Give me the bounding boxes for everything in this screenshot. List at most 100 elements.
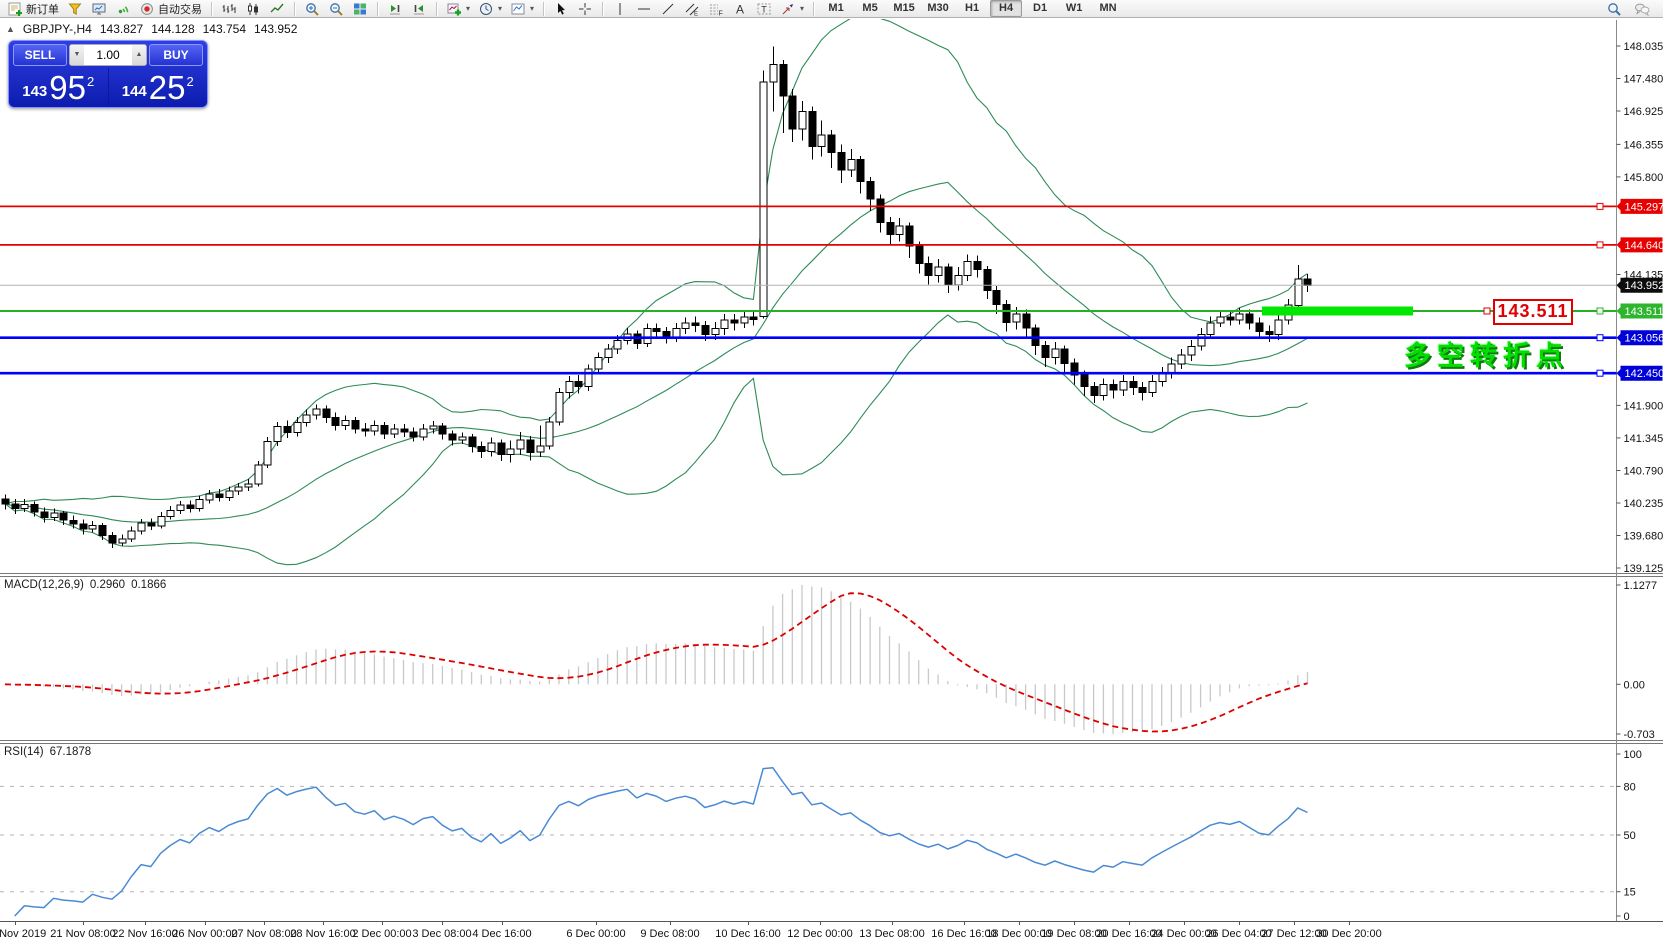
timeframe-h1[interactable]: H1 [965, 2, 980, 14]
chart-shift-button[interactable] [408, 1, 430, 17]
line-handle[interactable] [1596, 369, 1604, 377]
svg-text:139.680: 139.680 [1624, 531, 1663, 543]
svg-text:3 Dec 08:00: 3 Dec 08:00 [412, 928, 471, 940]
svg-text:F: F [719, 10, 723, 17]
shift-icon [411, 1, 427, 17]
svg-text:19 Dec 08:00: 19 Dec 08:00 [1041, 928, 1106, 940]
sell-price-point: 2 [87, 74, 95, 89]
trendline-button[interactable] [657, 1, 679, 17]
new-order-button-label: 新订单 [26, 3, 59, 16]
line-handle[interactable] [1596, 241, 1604, 249]
volume-up-button[interactable]: ▲ [132, 45, 146, 65]
svg-text:30 Dec 20:00: 30 Dec 20:00 [1316, 928, 1381, 940]
data-window-button[interactable] [64, 1, 86, 17]
crosshair-button[interactable] [574, 1, 596, 17]
macd-name: MACD(12,26,9) [4, 579, 84, 591]
callout-anchor-handle[interactable] [1483, 307, 1491, 315]
text-button[interactable]: A [729, 1, 751, 17]
bar-chart-button[interactable] [218, 1, 240, 17]
rsi-value: 67.1878 [49, 746, 92, 758]
toolbar-separator [294, 1, 295, 16]
sell-price[interactable]: 143 95 2 [9, 68, 108, 106]
toolbar-separator [602, 1, 604, 16]
community-button[interactable] [1631, 1, 1653, 17]
tile-windows-button[interactable] [349, 1, 371, 17]
svg-text:147.480: 147.480 [1624, 74, 1663, 86]
cursor-button[interactable] [550, 1, 572, 17]
zoom-in-button[interactable] [301, 1, 323, 17]
zoom-out-button[interactable] [325, 1, 347, 17]
auto-scroll-button[interactable] [384, 1, 406, 17]
search-button[interactable] [1603, 1, 1625, 17]
svg-text:6 Dec 00:00: 6 Dec 00:00 [566, 928, 625, 940]
timeframe-m15[interactable]: M15 [893, 2, 915, 14]
new-order-button[interactable]: 新订单 [4, 1, 62, 17]
svg-text:0.00: 0.00 [1624, 679, 1645, 691]
timeframe-m5[interactable]: M5 [862, 2, 878, 14]
timeframe-h4[interactable]: H4 [990, 0, 1023, 17]
funnel-icon [67, 1, 83, 17]
macd-axis: 1.1277 0.00 -0.703 [1616, 580, 1657, 741]
toolbar-separator [436, 1, 437, 16]
candlestick-chart-button[interactable] [242, 1, 264, 17]
svg-text:9 Dec 08:00: 9 Dec 08:00 [640, 928, 699, 940]
label-button[interactable]: T [753, 1, 775, 17]
templates-button[interactable]: ▾ [507, 1, 537, 17]
horizontal-line-button[interactable] [633, 1, 655, 17]
line-handle[interactable] [1596, 307, 1604, 315]
ohlc-high: 144.128 [151, 22, 195, 36]
buy-button[interactable]: BUY [149, 44, 203, 66]
turning-point-annotation[interactable]: 多空转折点 [1404, 341, 1569, 371]
chevron-down-icon: ▾ [466, 4, 471, 13]
horizontal-line-objects[interactable] [0, 202, 1617, 377]
volume-down-button[interactable]: ▼ [70, 45, 84, 65]
candles-icon [245, 1, 261, 17]
svg-text:143.511: 143.511 [1625, 306, 1663, 318]
rsi-panel: 100 80 50 15 0 [0, 749, 1642, 923]
price-callout-label[interactable]: 143.511 [1493, 299, 1573, 325]
svg-text:146.925: 146.925 [1624, 106, 1663, 118]
svg-text:22 Nov 16:00: 22 Nov 16:00 [112, 928, 177, 940]
price-axis[interactable]: 148.035147.480146.925146.355145.800144.1… [1616, 41, 1663, 575]
signals-button[interactable] [112, 1, 134, 17]
macd-indicator-label: MACD(12,26,9) 0.2960 0.1866 [4, 579, 166, 591]
svg-text:145.800: 145.800 [1624, 172, 1663, 184]
thick-green-segment[interactable] [1262, 306, 1413, 316]
svg-text:24 Dec 00:00: 24 Dec 00:00 [1151, 928, 1216, 940]
periods-button[interactable]: ▾ [475, 1, 505, 17]
timeframe-m1[interactable]: M1 [828, 2, 844, 14]
indicators-button[interactable]: ▾ [443, 1, 473, 17]
symbol-title: GBPJPY-,H4 [22, 22, 92, 36]
label-icon: T [756, 1, 772, 17]
svg-text:26 Dec 04:00: 26 Dec 04:00 [1206, 928, 1271, 940]
svg-text:20 Nov 2019: 20 Nov 2019 [0, 928, 46, 940]
buy-price[interactable]: 144 25 2 [107, 68, 208, 106]
timeframe-mn[interactable]: MN [1099, 2, 1117, 14]
timeframe-d1[interactable]: D1 [1033, 2, 1048, 14]
market-watch-button[interactable] [88, 1, 110, 17]
rsi-axis: 100 80 50 15 0 [1616, 749, 1642, 923]
sell-button[interactable]: SELL [13, 44, 67, 66]
timeframe-m30[interactable]: M30 [927, 2, 949, 14]
fibonacci-button[interactable]: F [705, 1, 727, 17]
vertical-line-button[interactable] [609, 1, 631, 17]
channel-button[interactable]: E [681, 1, 703, 17]
timeframe-w1[interactable]: W1 [1065, 2, 1083, 14]
shapes-button[interactable]: ▾ [777, 1, 807, 17]
auto-trading-button[interactable]: 自动交易 [136, 1, 205, 17]
crosshair-icon [577, 1, 593, 17]
hline-icon [636, 1, 652, 17]
line-chart-button[interactable] [266, 1, 288, 17]
line-handle[interactable] [1596, 202, 1604, 210]
line-handle[interactable] [1596, 334, 1604, 342]
volume-input[interactable] [84, 47, 132, 63]
price-badge-143511: 143.511 [1616, 303, 1663, 319]
monitor-icon [91, 1, 107, 17]
ohlc-close: 143.952 [254, 22, 298, 36]
vline-icon [612, 1, 628, 17]
text-icon: A [732, 1, 748, 17]
collapse-panel-icon[interactable]: ▲ [6, 24, 15, 34]
svg-text:A: A [736, 2, 744, 16]
